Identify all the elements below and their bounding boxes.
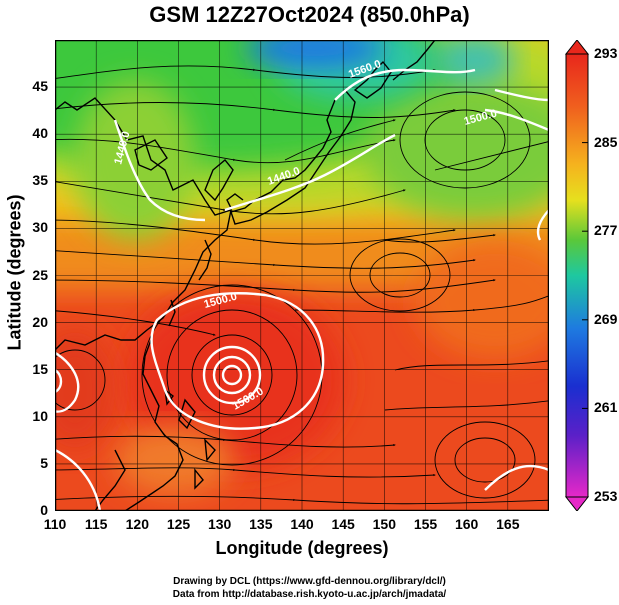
- map-plot-area: 1440.0 1440.0 1500.0 1500.0 1500.0 1560.…: [55, 40, 549, 511]
- chart-title: GSM 12Z27Oct2024 (850.0hPa): [149, 2, 470, 27]
- x-tick-label: 135: [249, 516, 273, 532]
- colorbar-gradient: [565, 53, 589, 498]
- x-tick-label: 115: [84, 516, 108, 532]
- grid: [55, 40, 549, 511]
- x-tick-label: 140: [290, 516, 314, 532]
- x-axis-label: Longitude (degrees): [215, 538, 389, 558]
- streamlines: [55, 65, 549, 505]
- colorbar-tick-label: 261: [594, 399, 618, 416]
- colorbar-tick-label: 253: [594, 488, 618, 504]
- x-tick-label: 145: [331, 516, 355, 532]
- height-contours: [55, 68, 549, 511]
- x-tick-label: 120: [125, 516, 149, 532]
- colorbar-top-arrow: [564, 40, 590, 55]
- coastlines: [55, 40, 436, 511]
- credit-data-source: Data from http://database.rish.kyoto-u.a…: [172, 589, 447, 600]
- colorbar-tick-label: 277: [594, 222, 618, 239]
- colorbar-tick-label: 293: [594, 45, 618, 61]
- x-tick-label: 130: [207, 516, 232, 532]
- y-tick-label: 5: [40, 454, 48, 471]
- credit-drawing: Drawing by DCL (https://www.gfd-dennou.o…: [173, 576, 446, 587]
- y-tick-label: 35: [32, 172, 48, 189]
- y-tick-label: 30: [32, 219, 48, 236]
- y-tick-label: 15: [32, 360, 48, 377]
- y-tick-label: 20: [32, 313, 48, 330]
- y-tick-label: 45: [32, 78, 48, 95]
- y-tick-label: 25: [32, 266, 48, 283]
- colorbar-bottom-arrow: [564, 496, 590, 511]
- x-tick-label: 110: [43, 516, 67, 532]
- colorbar: [564, 40, 590, 511]
- x-tick-label: 150: [372, 516, 396, 532]
- colorbar-tick-label: 285: [594, 133, 618, 150]
- y-tick-label: 0: [40, 502, 48, 518]
- y-tick-label: 40: [32, 125, 48, 142]
- x-tick-label: 160: [454, 516, 479, 532]
- colorbar-tick-label: 269: [594, 310, 618, 327]
- x-tick-label: 155: [413, 516, 438, 532]
- plot-frame: [55, 40, 549, 511]
- y-tick-label: 10: [32, 407, 48, 424]
- x-tick-label: 165: [496, 516, 520, 532]
- x-tick-label: 125: [166, 516, 191, 532]
